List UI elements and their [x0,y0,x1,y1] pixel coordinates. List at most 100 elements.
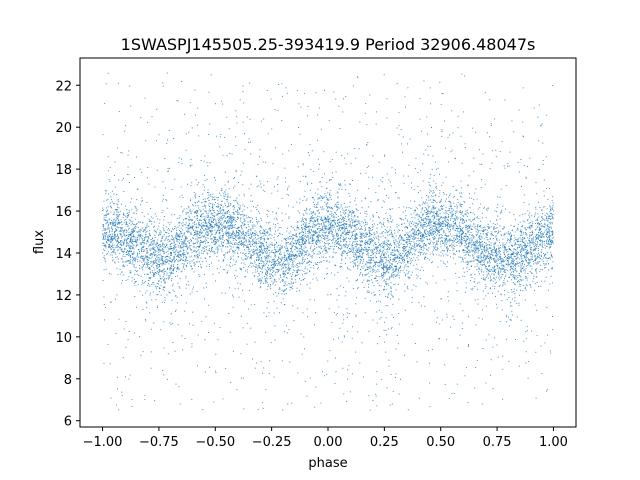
data-point [420,235,422,237]
data-point [465,261,467,263]
data-point [247,234,249,236]
data-point [420,211,422,213]
data-point [142,247,144,248]
data-point [438,231,440,233]
data-point [312,278,314,280]
data-point [508,264,510,265]
data-point [147,121,149,123]
data-point [178,251,179,253]
data-point [420,224,422,226]
data-point [451,210,453,212]
data-point [416,244,418,246]
data-point [325,231,327,233]
data-point [281,246,283,248]
data-point [223,195,225,197]
data-point [281,212,283,214]
data-point [268,261,270,263]
data-point [467,230,469,232]
data-point [443,231,445,233]
data-point [136,156,137,158]
data-point [420,238,422,240]
data-point [188,230,190,232]
data-point [181,158,182,160]
data-point [105,207,107,209]
data-point [191,127,193,129]
data-point [305,219,307,221]
data-point [478,271,479,273]
data-point [455,217,457,219]
data-point [474,192,476,194]
data-point [240,262,242,264]
data-point [275,217,277,219]
data-point [228,240,230,242]
data-point [497,196,499,198]
data-point [379,233,381,235]
data-point [377,235,379,237]
data-point [112,224,114,226]
data-point [193,250,195,252]
data-point [126,237,128,239]
data-point [380,246,382,248]
data-point [495,156,497,158]
data-point [292,288,294,290]
data-point [245,255,247,256]
data-point [538,201,540,203]
data-point [500,244,501,246]
data-point [149,285,151,287]
scatter-series [102,72,554,411]
data-point [441,319,443,321]
data-point [529,259,531,261]
data-point [182,211,184,213]
data-point [494,231,496,233]
data-point [338,188,340,190]
data-point [216,252,218,254]
data-point [137,188,139,190]
data-point [394,254,396,255]
data-point [442,92,444,94]
data-point [215,237,217,239]
data-point [300,248,302,250]
data-point [314,231,316,233]
data-point [205,260,207,262]
data-point [378,217,380,219]
data-point [184,218,186,220]
data-point [363,376,364,378]
data-point [221,188,223,190]
data-point [174,228,175,230]
data-point [514,276,516,278]
data-point [160,249,162,251]
data-point [163,347,165,349]
data-point [448,300,450,302]
data-point [465,287,467,289]
data-point [445,223,447,225]
data-point [503,264,505,266]
data-point [120,237,122,239]
data-point [524,248,526,250]
data-point [305,236,307,238]
data-point [206,286,207,288]
data-point [148,277,150,279]
data-point [280,268,282,270]
data-point [193,246,195,248]
data-point [352,245,354,246]
data-point [531,272,533,274]
data-point [273,263,275,265]
data-point [531,225,533,227]
data-point [525,351,527,353]
data-point [336,191,338,193]
data-point [479,260,481,262]
data-point [313,231,315,233]
data-point [283,238,285,240]
data-point [232,206,234,208]
data-point [139,290,141,292]
data-point [313,267,315,269]
data-point [104,228,106,230]
data-point [218,205,220,207]
data-point [114,213,116,215]
data-point [411,289,413,291]
data-point [481,244,483,246]
data-point [156,241,158,243]
data-point [263,265,265,267]
data-point [429,238,431,240]
data-point [404,354,406,356]
